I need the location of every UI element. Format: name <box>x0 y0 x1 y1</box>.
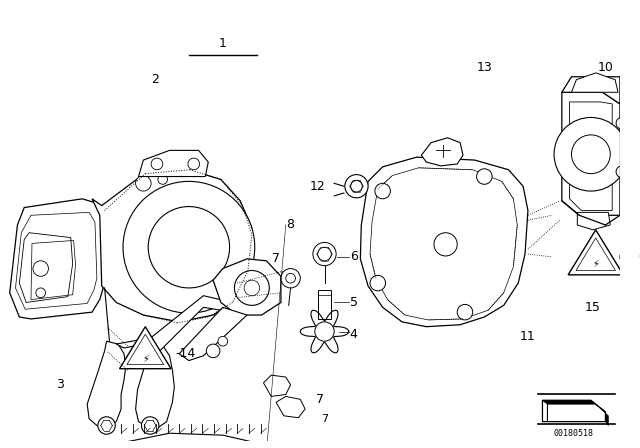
Polygon shape <box>572 73 618 92</box>
Text: ⚡: ⚡ <box>142 353 148 364</box>
Circle shape <box>281 268 300 288</box>
Circle shape <box>141 417 159 434</box>
Text: -14: -14 <box>176 347 196 360</box>
Circle shape <box>151 158 163 170</box>
Circle shape <box>616 117 628 129</box>
Circle shape <box>313 242 336 266</box>
Polygon shape <box>264 375 291 396</box>
Circle shape <box>434 233 457 256</box>
Circle shape <box>572 135 611 174</box>
Circle shape <box>206 344 220 358</box>
Circle shape <box>315 322 334 341</box>
Text: 3: 3 <box>56 378 64 391</box>
Polygon shape <box>543 401 609 426</box>
Text: 5: 5 <box>349 296 358 309</box>
Polygon shape <box>562 92 620 215</box>
Polygon shape <box>92 170 252 322</box>
Text: 7: 7 <box>272 252 280 265</box>
Circle shape <box>98 417 115 434</box>
Text: 11: 11 <box>520 330 536 343</box>
Polygon shape <box>120 327 171 369</box>
Text: 2: 2 <box>151 73 159 86</box>
Circle shape <box>620 249 636 265</box>
Circle shape <box>225 295 240 310</box>
Polygon shape <box>87 341 126 426</box>
Polygon shape <box>276 396 305 418</box>
Polygon shape <box>568 230 623 275</box>
Text: 7: 7 <box>321 414 328 424</box>
Text: 7: 7 <box>316 393 324 406</box>
Polygon shape <box>543 401 605 422</box>
Text: 4: 4 <box>349 328 358 341</box>
Circle shape <box>370 276 385 291</box>
Polygon shape <box>577 212 611 230</box>
Polygon shape <box>116 338 160 348</box>
Circle shape <box>616 166 628 177</box>
Circle shape <box>36 288 45 297</box>
Circle shape <box>477 169 492 184</box>
Circle shape <box>158 175 168 184</box>
Circle shape <box>285 273 296 283</box>
Circle shape <box>244 280 260 296</box>
Polygon shape <box>317 290 332 319</box>
Text: 9: 9 <box>638 252 640 265</box>
Circle shape <box>375 183 390 199</box>
Circle shape <box>33 261 49 276</box>
Circle shape <box>351 181 362 192</box>
Circle shape <box>457 304 473 320</box>
Text: 1: 1 <box>219 37 227 50</box>
Circle shape <box>554 117 628 191</box>
Text: 00180518: 00180518 <box>554 429 593 438</box>
Circle shape <box>218 336 228 346</box>
Text: 12: 12 <box>310 180 326 193</box>
Circle shape <box>136 176 151 191</box>
Polygon shape <box>562 77 620 104</box>
Polygon shape <box>179 307 247 361</box>
Polygon shape <box>10 199 104 319</box>
Polygon shape <box>360 157 528 327</box>
Circle shape <box>317 247 332 261</box>
Circle shape <box>234 271 269 306</box>
Text: 10: 10 <box>598 60 613 73</box>
Polygon shape <box>150 296 232 351</box>
Circle shape <box>345 175 368 198</box>
Circle shape <box>188 158 200 170</box>
Circle shape <box>123 181 255 313</box>
Polygon shape <box>421 138 463 166</box>
Text: 15: 15 <box>585 301 601 314</box>
Text: 13: 13 <box>476 60 492 73</box>
Polygon shape <box>116 433 266 448</box>
Polygon shape <box>136 338 174 428</box>
Text: 8: 8 <box>287 219 294 232</box>
Circle shape <box>148 207 230 288</box>
Text: ⚡: ⚡ <box>592 258 599 269</box>
Text: 6: 6 <box>349 250 358 263</box>
Polygon shape <box>213 259 281 315</box>
Polygon shape <box>138 151 208 177</box>
